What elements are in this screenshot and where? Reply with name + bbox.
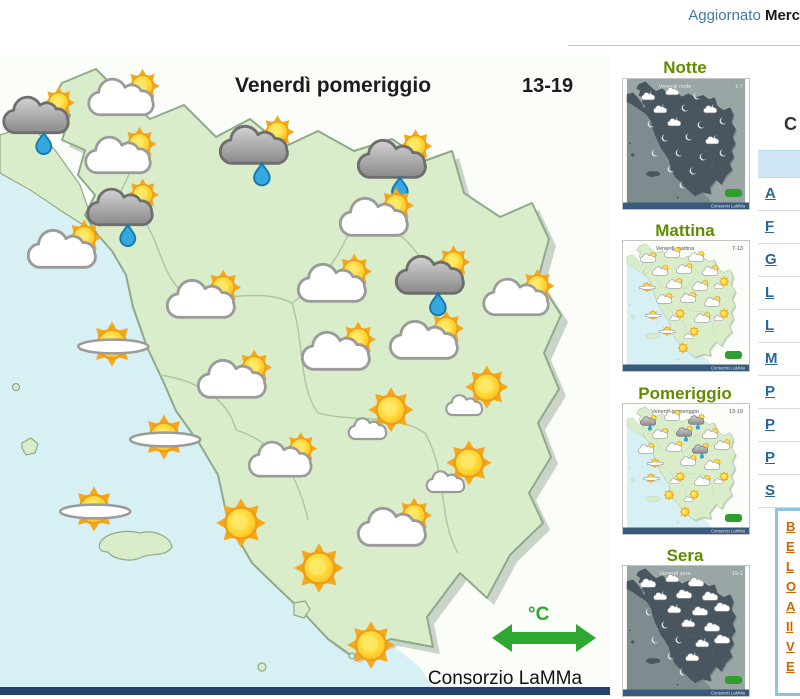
quick-link-3[interactable]: L: [786, 559, 794, 574]
city-link-1[interactable]: A: [758, 178, 800, 211]
thumb-map-mattina[interactable]: Venerdì mattina 7-13 Consorzio LaMMa: [622, 240, 750, 372]
city-link-5[interactable]: L: [758, 310, 800, 343]
city-link-6[interactable]: M: [758, 343, 800, 376]
weather-icon-sun: [677, 342, 688, 353]
weather-icon-sun: [216, 498, 265, 547]
thumb-map-sera[interactable]: Venerdì sera 19-1 Consorzio LaMMa: [622, 565, 750, 697]
city-panel-header: C: [784, 114, 797, 134]
city-link-2[interactable]: F: [758, 211, 800, 244]
quick-link-6[interactable]: Il: [786, 619, 794, 634]
thumb-bottom-bar: [623, 202, 749, 209]
thumb-label-mattina: Mattina: [655, 221, 715, 240]
map-bottom-bar: [0, 687, 610, 695]
quick-links-box: B E L O A Il V E: [775, 508, 800, 696]
quick-link-1[interactable]: B: [786, 519, 796, 534]
updated-value: Merc: [764, 7, 800, 24]
thumb-range: 19-1: [732, 571, 743, 577]
thumb-credit: Consorzio LaMMa: [711, 691, 746, 696]
weather-icon-sun: [294, 543, 343, 592]
thumb-range: 7-13: [732, 246, 743, 252]
lamma-logo: [725, 189, 742, 197]
thumb-range: 1-7: [735, 84, 743, 90]
quick-link-2[interactable]: E: [786, 539, 795, 554]
city-link-3[interactable]: G: [758, 244, 800, 277]
thumb-credit: Consorzio LaMMa: [711, 529, 746, 534]
map-credit: Consorzio LaMMa: [428, 668, 583, 689]
update-status: Aggiornato Merc: [688, 7, 800, 24]
weather-icon-sun: [663, 489, 674, 500]
city-panel-band: [758, 150, 800, 178]
thumb-map-notte[interactable]: Venerdì notte 1-7 Consorzio LaMMa: [622, 78, 750, 210]
quick-link-7[interactable]: V: [786, 639, 795, 654]
lamma-logo: [725, 351, 742, 359]
main-weather-map: Venerdì pomeriggio 13-19 °C Consorzio La…: [0, 55, 610, 695]
city-link-7[interactable]: P: [758, 376, 800, 409]
thumb-label-sera: Sera: [666, 546, 704, 565]
thumb-title: Venerdì sera: [659, 571, 691, 577]
thumb-credit: Consorzio LaMMa: [711, 204, 746, 209]
thumb-credit: Consorzio LaMMa: [711, 366, 746, 371]
city-link-8[interactable]: P: [758, 409, 800, 442]
thumb-bottom-bar: [623, 689, 749, 696]
quick-link-8[interactable]: E: [786, 659, 795, 674]
temperature-trend-arrow: °C: [492, 604, 596, 652]
temperature-unit-label: °C: [528, 604, 550, 625]
thumb-bottom-bar: [623, 527, 749, 534]
thumb-label-notte: Notte: [663, 58, 707, 77]
thumb-range: 13-19: [729, 409, 743, 415]
thumb-label-pomeriggio: Pomeriggio: [638, 384, 732, 403]
city-links-panel: C A F G L L M P P P S: [758, 100, 800, 508]
arrow-left-head: [492, 624, 512, 652]
weather-icon-sun: [347, 621, 395, 669]
map-title: Venerdì pomeriggio: [235, 74, 431, 97]
thumb-map-pomeriggio[interactable]: Venerdì pomeriggio 13-19 Consorzio LaMMa: [622, 403, 750, 535]
lamma-logo: [725, 514, 742, 522]
map-time-range: 13-19: [522, 75, 573, 97]
arrow-right-head: [576, 624, 596, 652]
lamma-logo: [725, 676, 742, 684]
updated-link[interactable]: Aggiornato: [688, 7, 761, 24]
city-link-10[interactable]: S: [758, 475, 800, 508]
city-link-4[interactable]: L: [758, 277, 800, 310]
header-divider: [568, 45, 800, 46]
quick-link-5[interactable]: A: [786, 599, 796, 614]
weather-icon-sun: [679, 506, 690, 517]
city-link-9[interactable]: P: [758, 442, 800, 475]
quick-link-4[interactable]: O: [786, 579, 797, 594]
thumb-bottom-bar: [623, 364, 749, 371]
